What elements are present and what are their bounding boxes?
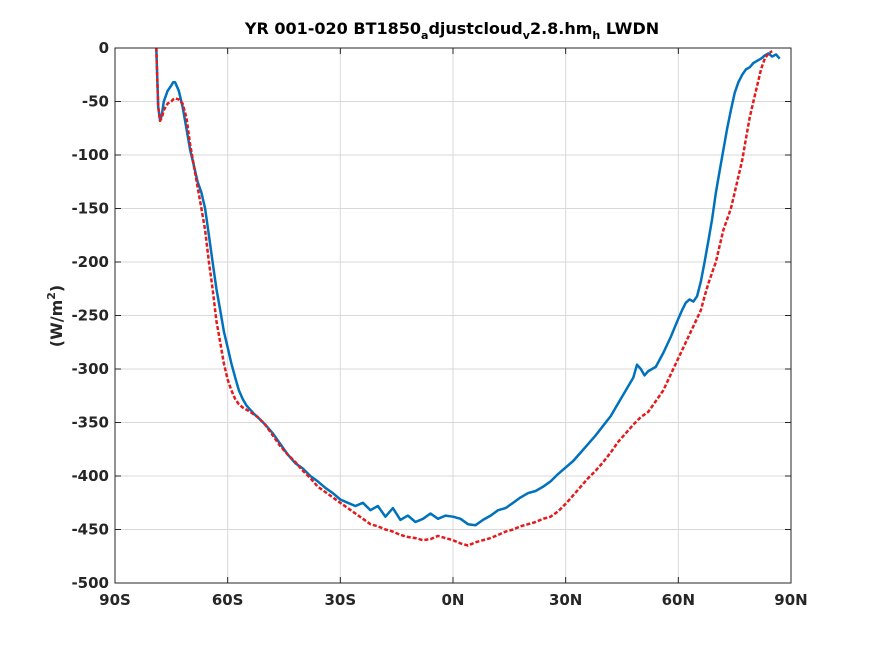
x-tick-label: 60S	[212, 591, 244, 609]
y-tick-label: -250	[71, 307, 109, 325]
chart-title-sub-3: h	[592, 29, 600, 42]
chart-title-part-4: LWDN	[600, 19, 659, 38]
chart-title-sub-2: v	[523, 29, 531, 42]
ticks	[114, 47, 792, 584]
y-tick-label: -500	[71, 574, 109, 592]
y-tick-label: -350	[71, 414, 109, 432]
chart-title-part-3: 2.8.hm	[530, 19, 592, 38]
y-tick-label: -100	[71, 146, 109, 164]
chart-title: YR 001-020 BT1850adjustcloudv2.8.hmh LWD…	[244, 19, 659, 42]
y-tick-label: 0	[99, 39, 109, 57]
x-tick-label: 60N	[662, 591, 695, 609]
series-line-2	[155, 47, 773, 547]
y-axis-label-sup: 2	[45, 292, 58, 300]
chart-title-part-2: djustcloud	[428, 19, 522, 38]
x-tick-label: 30S	[324, 591, 356, 609]
series-line-1	[155, 47, 781, 527]
y-tick-label: -300	[71, 360, 109, 378]
chart-title-sub-1: a	[421, 29, 428, 42]
y-tick-label: -150	[71, 200, 109, 218]
tick-labels: 90S 60S 30S 0N 30N 60N 90N 0 -50 -100 -150 -200 -250…	[71, 39, 807, 609]
y-tick-label: -450	[71, 521, 109, 539]
y-tick-label: -50	[82, 93, 109, 111]
y-tick-label: -400	[71, 467, 109, 485]
x-tick-label: 90N	[774, 591, 807, 609]
y-axis-label-prefix: (W/m	[47, 300, 66, 347]
x-tick-label: 30N	[549, 591, 582, 609]
x-tick-label: 90S	[99, 591, 131, 609]
x-tick-label: 0N	[442, 591, 465, 609]
series-group	[155, 47, 781, 547]
y-axis-label-suffix: )	[47, 285, 66, 292]
y-axis-label: (W/m2)	[45, 285, 66, 347]
chart-title-part-1: YR 001-020 BT1850	[244, 19, 421, 38]
y-tick-label: -200	[71, 253, 109, 271]
